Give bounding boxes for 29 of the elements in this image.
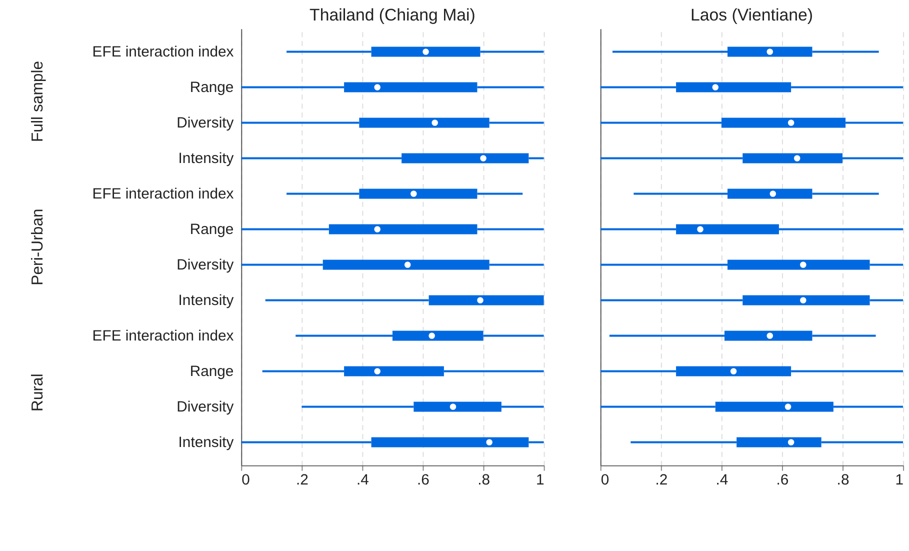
y-tick-label: Intensity	[178, 151, 234, 168]
x-tick-label: .8	[478, 472, 490, 489]
chart-title: Laos (Vientiane)	[690, 6, 813, 25]
x-tick-label: .2	[296, 472, 308, 489]
x-tick-label: .2	[655, 472, 668, 489]
x-tick-label: 1	[895, 472, 904, 489]
x-tick-label: .6	[417, 472, 430, 489]
x-tick-label: 0	[600, 472, 610, 489]
text: Full sample	[30, 60, 47, 142]
x-tick-label: .4	[716, 472, 728, 489]
chart-title: Thailand (Chiang Mai)	[310, 6, 476, 25]
y-tick-label: Range	[190, 80, 234, 96]
x-tick-label: 0	[242, 472, 250, 489]
y-tick-label: Diversity	[176, 116, 234, 132]
y-tick-label: EFE interaction index	[92, 186, 234, 203]
text: Peri-Urban	[30, 208, 47, 286]
x-tick-label: .6	[776, 472, 789, 489]
y-tick-label: Diversity	[176, 258, 234, 274]
y-tick-label: Intensity	[178, 293, 234, 310]
text: Rural	[30, 374, 47, 412]
x-tick-label: 1	[536, 472, 544, 489]
x-tick-label: .4	[356, 472, 369, 489]
x-tick-label: .8	[836, 472, 850, 489]
y-tick-label: EFE interaction index	[92, 44, 234, 61]
y-tick-label: Range	[190, 222, 234, 238]
y-tick-label: Diversity	[176, 400, 234, 416]
y-tick-label: Range	[190, 364, 234, 380]
y-tick-label: Intensity	[178, 435, 234, 452]
y-tick-label: EFE interaction index	[92, 328, 234, 345]
